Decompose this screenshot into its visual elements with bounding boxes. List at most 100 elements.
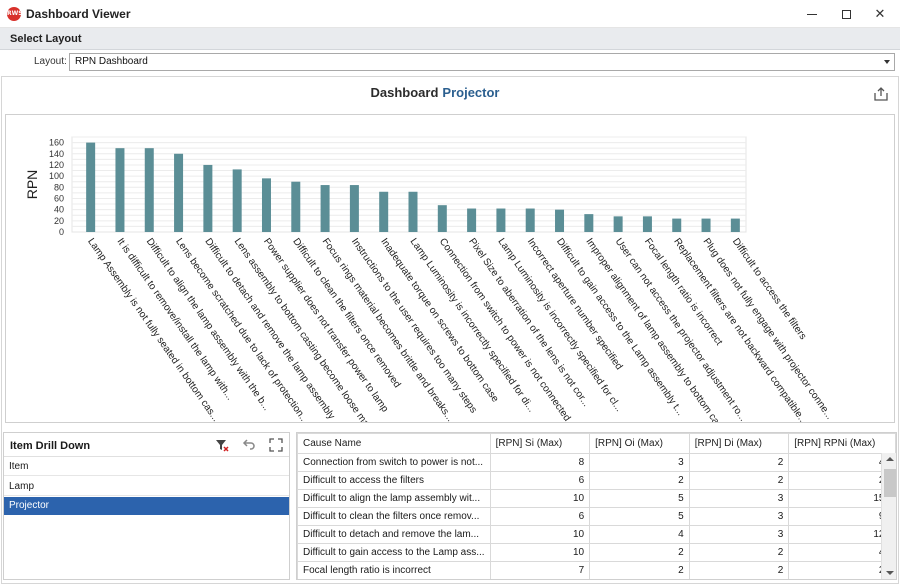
select-layout-header: Select Layout (0, 28, 900, 50)
close-button[interactable]: ✕ (863, 0, 897, 28)
bar (261, 178, 271, 232)
expand-icon[interactable] (268, 437, 284, 453)
value-cell: 2 (688, 561, 790, 579)
column-header-si[interactable]: [RPN] Si (Max) (489, 433, 591, 454)
scroll-down-icon[interactable] (886, 571, 894, 575)
bar (467, 208, 477, 232)
bar (555, 209, 565, 232)
value-cell: 28 (788, 561, 896, 579)
dashboard-title-prefix: Dashboard (370, 85, 439, 100)
cause-name-cell: Difficult to detach and remove the lam..… (297, 525, 491, 544)
value-cell: 5 (589, 489, 690, 508)
bar (701, 218, 711, 232)
column-header-oi[interactable]: [RPN] Oi (Max) (589, 433, 690, 454)
bar (613, 216, 623, 232)
dashboard-title-name: Projector (442, 85, 500, 100)
minimize-icon (807, 13, 817, 15)
value-cell: 150 (788, 489, 896, 508)
value-cell: 120 (788, 525, 896, 544)
cause-name-cell: Difficult to clean the filters once remo… (297, 507, 491, 526)
y-tick-label: 140 (49, 149, 64, 159)
bar (320, 185, 330, 232)
bar (496, 208, 506, 232)
layout-label: Layout: (34, 56, 67, 67)
y-tick-label: 100 (49, 171, 64, 181)
close-icon: ✕ (874, 6, 886, 22)
bar (379, 191, 389, 232)
value-cell: 2 (688, 471, 790, 490)
table-row[interactable]: Difficult to gain access to the Lamp ass… (297, 543, 896, 562)
minimize-button[interactable] (795, 0, 829, 28)
table-row[interactable]: Connection from switch to power is not..… (297, 453, 896, 472)
table-row[interactable]: Focal length ratio is incorrect72228 (297, 561, 896, 579)
app-logo-icon: RWS (7, 7, 23, 21)
value-cell: 40 (788, 543, 896, 562)
y-tick-label: 120 (49, 160, 64, 170)
value-cell: 3 (688, 507, 790, 526)
undo-icon[interactable] (241, 437, 257, 453)
value-cell: 10 (489, 489, 591, 508)
table-scrollbar[interactable] (881, 453, 896, 579)
table-row[interactable]: Difficult to align the lamp assembly wit… (297, 489, 896, 508)
y-axis-label: RPN (24, 170, 40, 200)
y-tick-label: 160 (49, 138, 64, 148)
dashboard-title: Dashboard Projector (0, 85, 870, 100)
value-cell: 2 (589, 543, 690, 562)
value-cell: 4 (589, 525, 690, 544)
rpn-chart: 0 20 40 60 80 100 120 140 160 RPN Lamp Assembly is… (5, 114, 895, 423)
table-row[interactable]: Difficult to detach and remove the lam..… (297, 525, 896, 544)
value-cell: 2 (688, 453, 790, 472)
export-icon[interactable] (873, 86, 889, 102)
window-title: Dashboard Viewer (26, 7, 131, 21)
drill-item-projector[interactable]: Projector (4, 497, 289, 515)
cause-table: Cause Name [RPN] Si (Max) [RPN] Oi (Max)… (297, 433, 896, 579)
cause-name-cell: Focal length ratio is incorrect (297, 561, 491, 579)
cause-table-panel: Cause Name [RPN] Si (Max) [RPN] Oi (Max)… (296, 432, 897, 580)
bar (291, 181, 301, 232)
column-header-cause-name[interactable]: Cause Name (297, 433, 491, 454)
drill-down-title: Item Drill Down (10, 440, 91, 452)
bar (203, 164, 213, 232)
bar (672, 218, 682, 232)
scroll-thumb[interactable] (884, 469, 896, 497)
table-header-row: Cause Name [RPN] Si (Max) [RPN] Oi (Max)… (297, 433, 896, 454)
value-cell: 10 (489, 543, 591, 562)
y-tick-label: 20 (54, 216, 64, 226)
value-cell: 24 (788, 471, 896, 490)
cause-name-cell: Connection from switch to power is not..… (297, 453, 491, 472)
layout-row: Layout: RPN Dashboard (0, 50, 900, 75)
item-drill-down-panel: Item Drill Down Item Lamp Projector (3, 432, 290, 580)
layout-dropdown[interactable]: RPN Dashboard (69, 53, 895, 71)
chevron-down-icon (884, 60, 890, 64)
value-cell: 3 (688, 525, 790, 544)
layout-dropdown-value: RPN Dashboard (75, 56, 148, 67)
title-bar: RWS Dashboard Viewer ✕ (0, 0, 900, 28)
bar (174, 153, 184, 232)
value-cell: 3 (688, 489, 790, 508)
y-tick-label: 0 (59, 227, 64, 237)
value-cell: 6 (489, 471, 591, 490)
x-tick-label: Difficult to clean the filters once remo… (290, 236, 402, 390)
drill-down-header: Item Drill Down (4, 433, 289, 457)
value-cell: 7 (489, 561, 591, 579)
maximize-button[interactable] (829, 0, 863, 28)
value-cell: 8 (489, 453, 591, 472)
bar (408, 191, 418, 232)
column-header-rpni[interactable]: [RPN] RPNi (Max) (788, 433, 896, 454)
table-row[interactable]: Difficult to access the filters62224 (297, 471, 896, 490)
bar (115, 148, 125, 232)
drill-item-header[interactable]: Item (4, 458, 289, 476)
y-tick-label: 60 (54, 193, 64, 203)
clear-filter-icon[interactable] (214, 437, 230, 453)
table-row[interactable]: Difficult to clean the filters once remo… (297, 507, 896, 526)
y-tick-label: 40 (54, 205, 64, 215)
column-header-di[interactable]: [RPN] Di (Max) (688, 433, 790, 454)
value-cell: 6 (489, 507, 591, 526)
value-cell: 48 (788, 453, 896, 472)
value-cell: 90 (788, 507, 896, 526)
drill-item-lamp[interactable]: Lamp (4, 478, 289, 496)
cause-name-cell: Difficult to align the lamp assembly wit… (297, 489, 491, 508)
scroll-up-icon[interactable] (886, 457, 894, 461)
bar (437, 205, 447, 232)
